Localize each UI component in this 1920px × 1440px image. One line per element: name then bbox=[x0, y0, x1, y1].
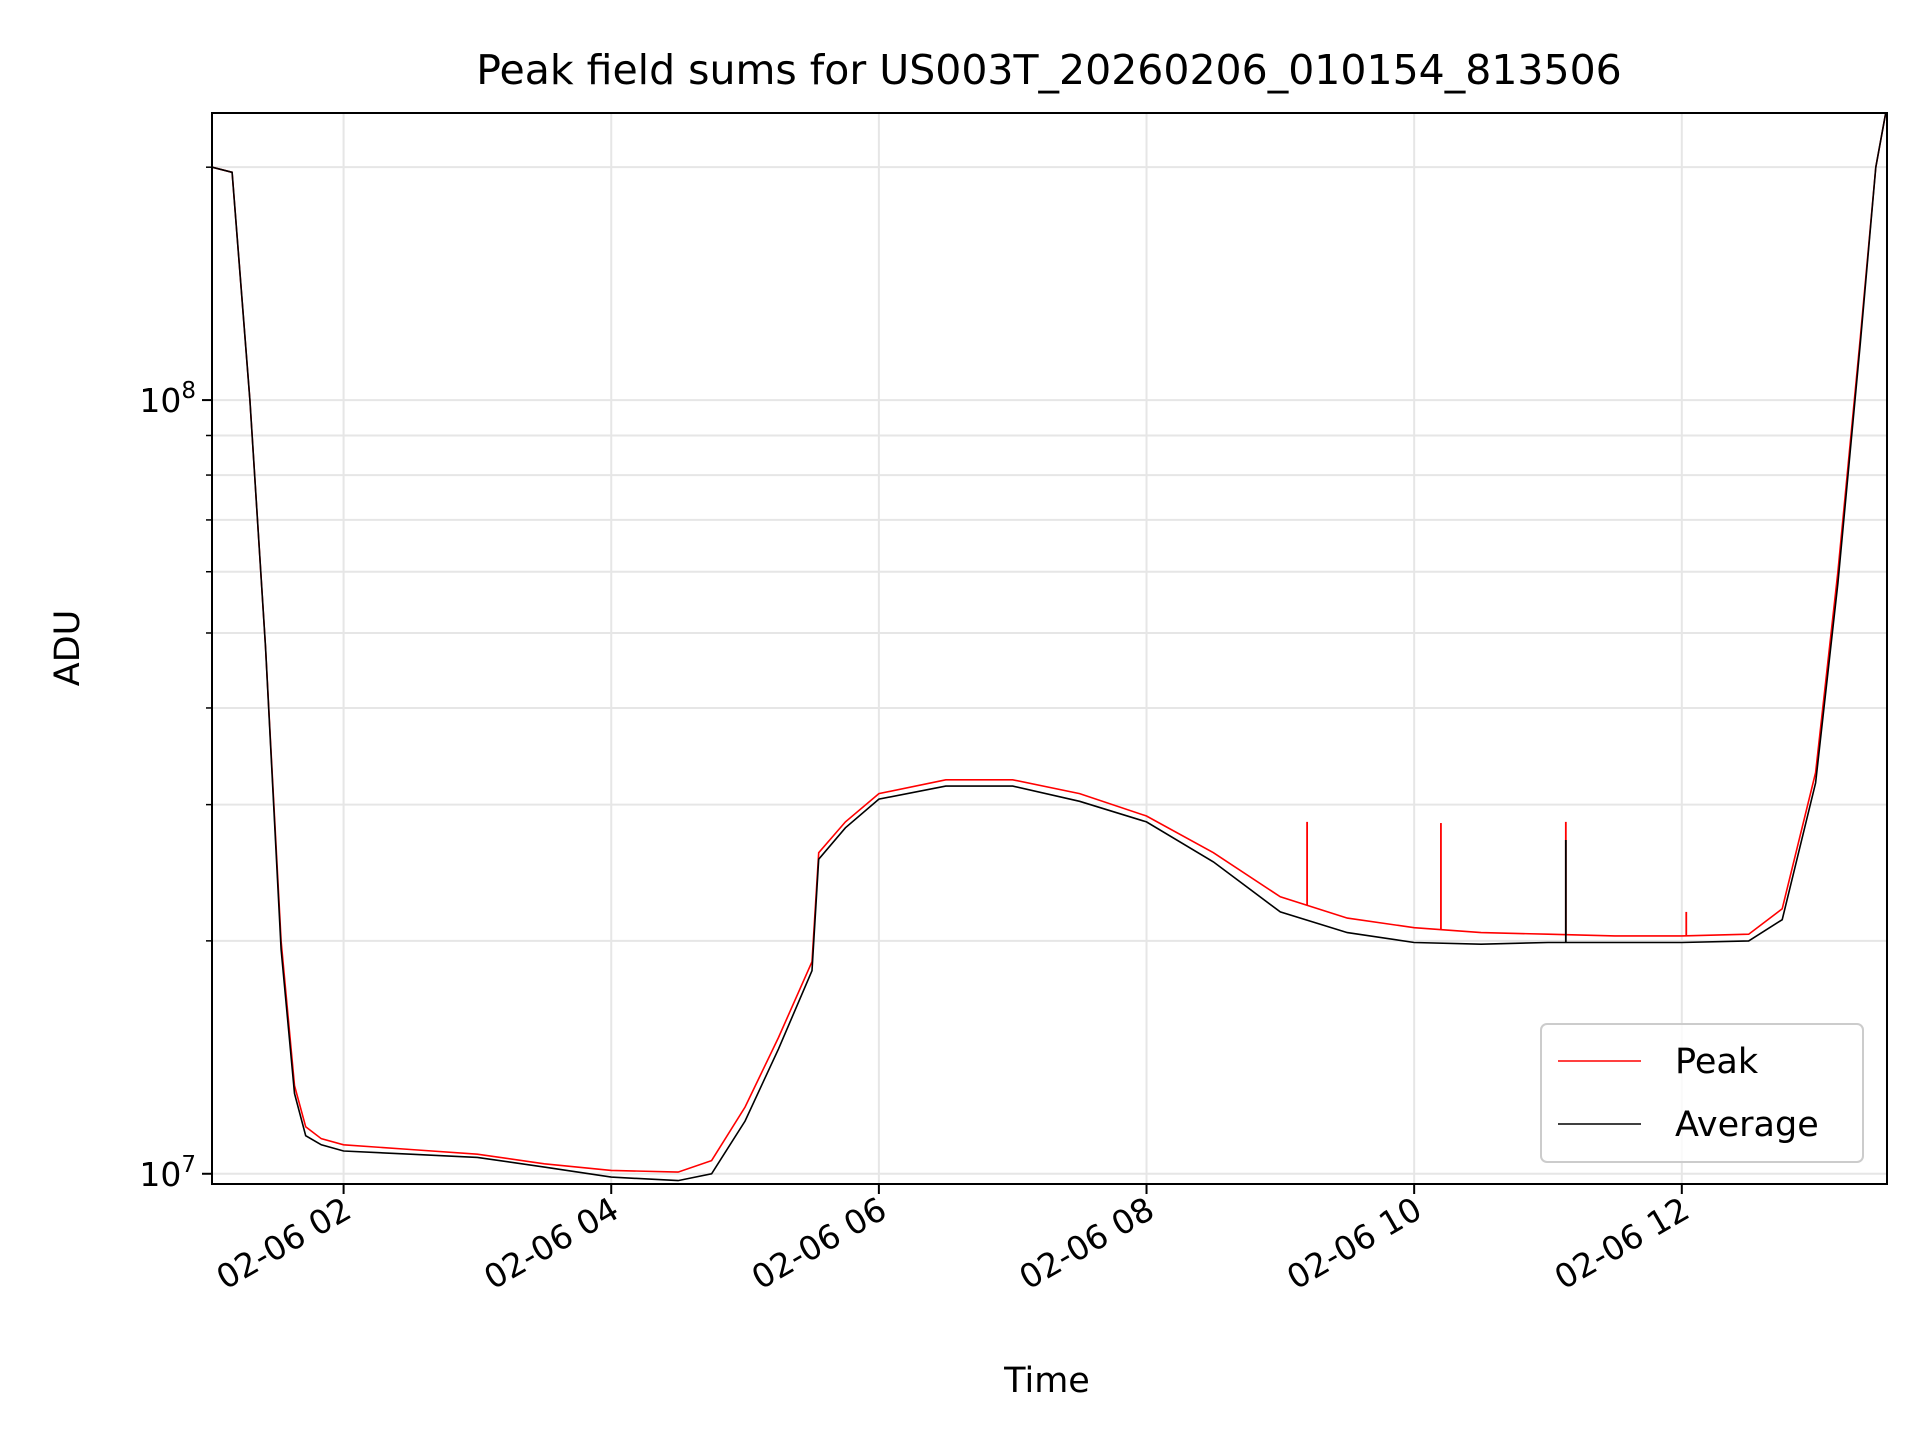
y-axis-label: ADU bbox=[48, 610, 88, 687]
legend-box bbox=[1540, 1023, 1864, 1163]
plot-series bbox=[212, 113, 1887, 1182]
y-tick-label: 108 bbox=[139, 378, 196, 420]
series-line-peak bbox=[212, 113, 1887, 1173]
series-group bbox=[212, 113, 1887, 1182]
plot-frame bbox=[211, 112, 1888, 1185]
y-tick-base: 10 bbox=[139, 1155, 181, 1194]
x-axis-label: Time bbox=[1003, 1361, 1090, 1401]
y-tick-exponent: 7 bbox=[181, 1152, 196, 1178]
grid bbox=[212, 113, 1887, 1184]
y-tick-exponent: 8 bbox=[181, 378, 196, 404]
series-line-average bbox=[212, 113, 1887, 1182]
legend-average-label: Average bbox=[1675, 1105, 1819, 1145]
legend-peak-label: Peak bbox=[1675, 1042, 1759, 1082]
y-tick-base: 10 bbox=[139, 381, 181, 420]
chart-title: Peak field sums for US003T_20260206_0101… bbox=[476, 46, 1622, 94]
legend: Peak Average bbox=[1540, 1023, 1864, 1163]
y-tick-label: 107 bbox=[139, 1152, 196, 1194]
